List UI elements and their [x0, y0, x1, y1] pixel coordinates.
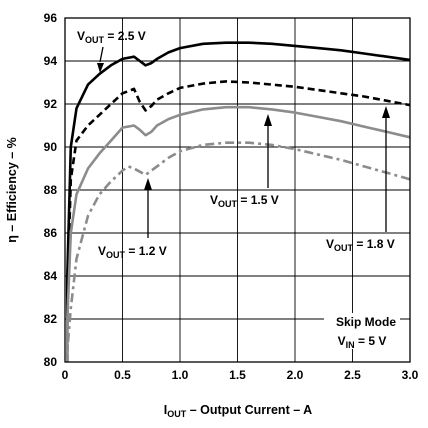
conditions-background: [324, 313, 400, 349]
x-tick-label: 0.5: [114, 368, 131, 382]
grid-lines: [65, 18, 410, 362]
y-tick-label: 92: [44, 97, 58, 111]
x-tick-label: 3.0: [402, 368, 419, 382]
series-layer: [66, 41, 411, 362]
x-tick-label: 1.0: [172, 368, 189, 382]
x-axis-title: IOUT – Output Current – A: [164, 403, 312, 419]
series-line-2: [66, 105, 411, 362]
plot-frame: [64, 17, 411, 363]
vin-label: VIN = 5 V: [338, 334, 387, 350]
y-tick-labels: 80 82 84 86 88 90 92 94 96: [44, 11, 58, 369]
y-tick-label: 88: [44, 183, 58, 197]
arrow-1-5-head: [264, 114, 272, 126]
arrow-1-8-head: [382, 106, 390, 118]
series-line-3: [66, 141, 411, 362]
y-tick-label: 86: [44, 226, 58, 240]
annotation-arrows: [97, 46, 390, 238]
annotation-vout-1-2: VOUT = 1.2 V: [98, 244, 167, 260]
y-tick-label: 80: [44, 355, 58, 369]
y-tick-label: 84: [44, 269, 58, 283]
annotation-vout-1-8: VOUT = 1.8 V: [326, 237, 395, 253]
skip-mode-label: Skip Mode: [336, 315, 396, 329]
arrow-2-5-head: [97, 63, 104, 73]
arrow-1-2-head: [144, 178, 152, 190]
annotation-vout-1-5: VOUT = 1.5 V: [210, 193, 279, 209]
x-tick-labels: 0 0.5 1.0 1.5 2.0 2.5 3.0: [62, 368, 419, 382]
series-line-0: [66, 41, 411, 362]
x-tick-label: 1.5: [229, 368, 246, 382]
y-tick-label: 90: [44, 140, 58, 154]
annotation-vout-2-5: VOUT = 2.5 V: [77, 29, 146, 45]
x-tick-label: 2.5: [344, 368, 361, 382]
arrow-2-5-line: [99, 46, 104, 63]
y-tick-label: 96: [44, 11, 58, 25]
x-tick-label: 0: [62, 368, 69, 382]
y-tick-label: 82: [44, 312, 58, 326]
y-tick-label: 94: [44, 54, 58, 68]
x-tick-label: 2.0: [287, 368, 304, 382]
y-axis-title: η – Efficiency – %: [5, 137, 19, 243]
